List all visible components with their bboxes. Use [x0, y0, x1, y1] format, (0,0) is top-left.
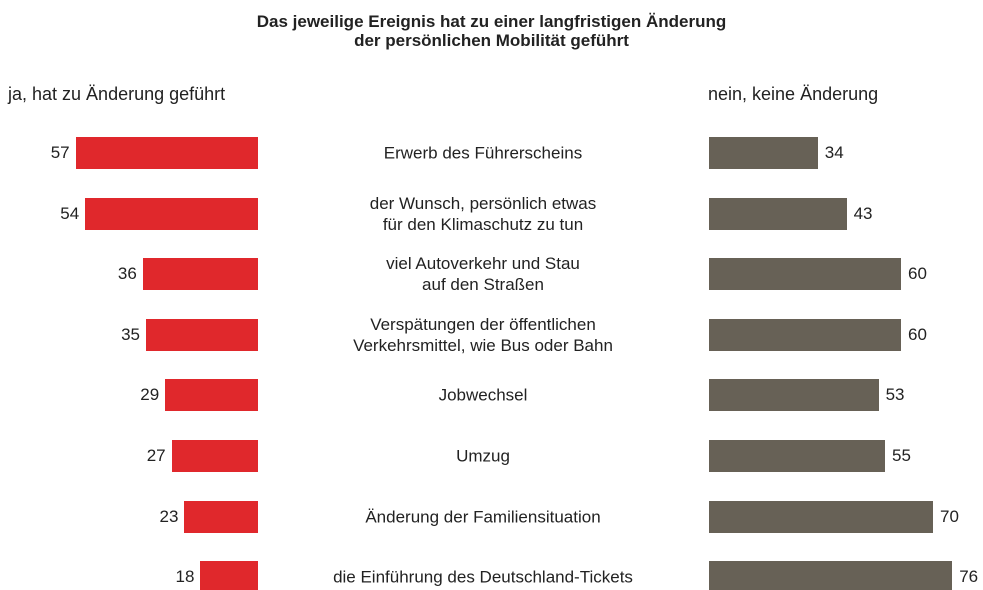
bar — [709, 258, 901, 291]
bar — [709, 379, 879, 412]
value-label: 34 — [824, 143, 844, 162]
legend-right: nein, keine Änderung — [708, 84, 879, 104]
bar — [709, 137, 818, 169]
category-label: die Einführung des Deutschland-Tickets — [333, 567, 633, 587]
category-label: Erwerb des Führerscheins — [383, 143, 583, 163]
bar — [142, 258, 258, 291]
chart-title: Das jeweilige Ereignis hat zu einer lang… — [256, 12, 727, 50]
bar — [200, 561, 258, 590]
bar — [709, 318, 901, 351]
bar — [184, 500, 258, 533]
legend-left: ja, hat zu Änderung geführt — [8, 84, 226, 104]
value-label: 60 — [908, 264, 927, 284]
value-label: 76 — [959, 567, 979, 587]
bar — [146, 318, 258, 351]
value-label: 27 — [146, 446, 166, 465]
bar — [709, 197, 847, 230]
value-label: 18 — [175, 567, 195, 587]
category-label: viel Autoverkehr und Stau auf den Straße… — [386, 254, 580, 295]
value-label: 23 — [159, 506, 179, 526]
bar — [709, 500, 933, 533]
category-label: Umzug — [456, 446, 510, 466]
value-label: 57 — [50, 143, 70, 162]
value-label: 54 — [60, 203, 80, 223]
category-label: Änderung der Familiensituation — [365, 507, 601, 527]
value-label: 35 — [121, 324, 140, 344]
value-label: 43 — [853, 203, 873, 223]
bar — [709, 561, 953, 590]
value-label: 55 — [892, 446, 911, 465]
category-label: Verspätungen der öffentlichen Verkehrsmi… — [353, 314, 613, 355]
value-label: 53 — [885, 385, 905, 405]
value-label: 70 — [940, 506, 959, 526]
category-label: der Wunsch, persönlich etwas für den Kli… — [369, 193, 597, 234]
bar — [85, 197, 258, 230]
bar — [709, 440, 885, 472]
value-label: 60 — [908, 324, 927, 344]
bar — [165, 379, 258, 412]
bar — [75, 137, 258, 169]
value-label: 29 — [140, 385, 160, 405]
category-label: Jobwechsel — [438, 385, 528, 405]
bar — [171, 440, 258, 472]
value-label: 36 — [117, 264, 137, 284]
